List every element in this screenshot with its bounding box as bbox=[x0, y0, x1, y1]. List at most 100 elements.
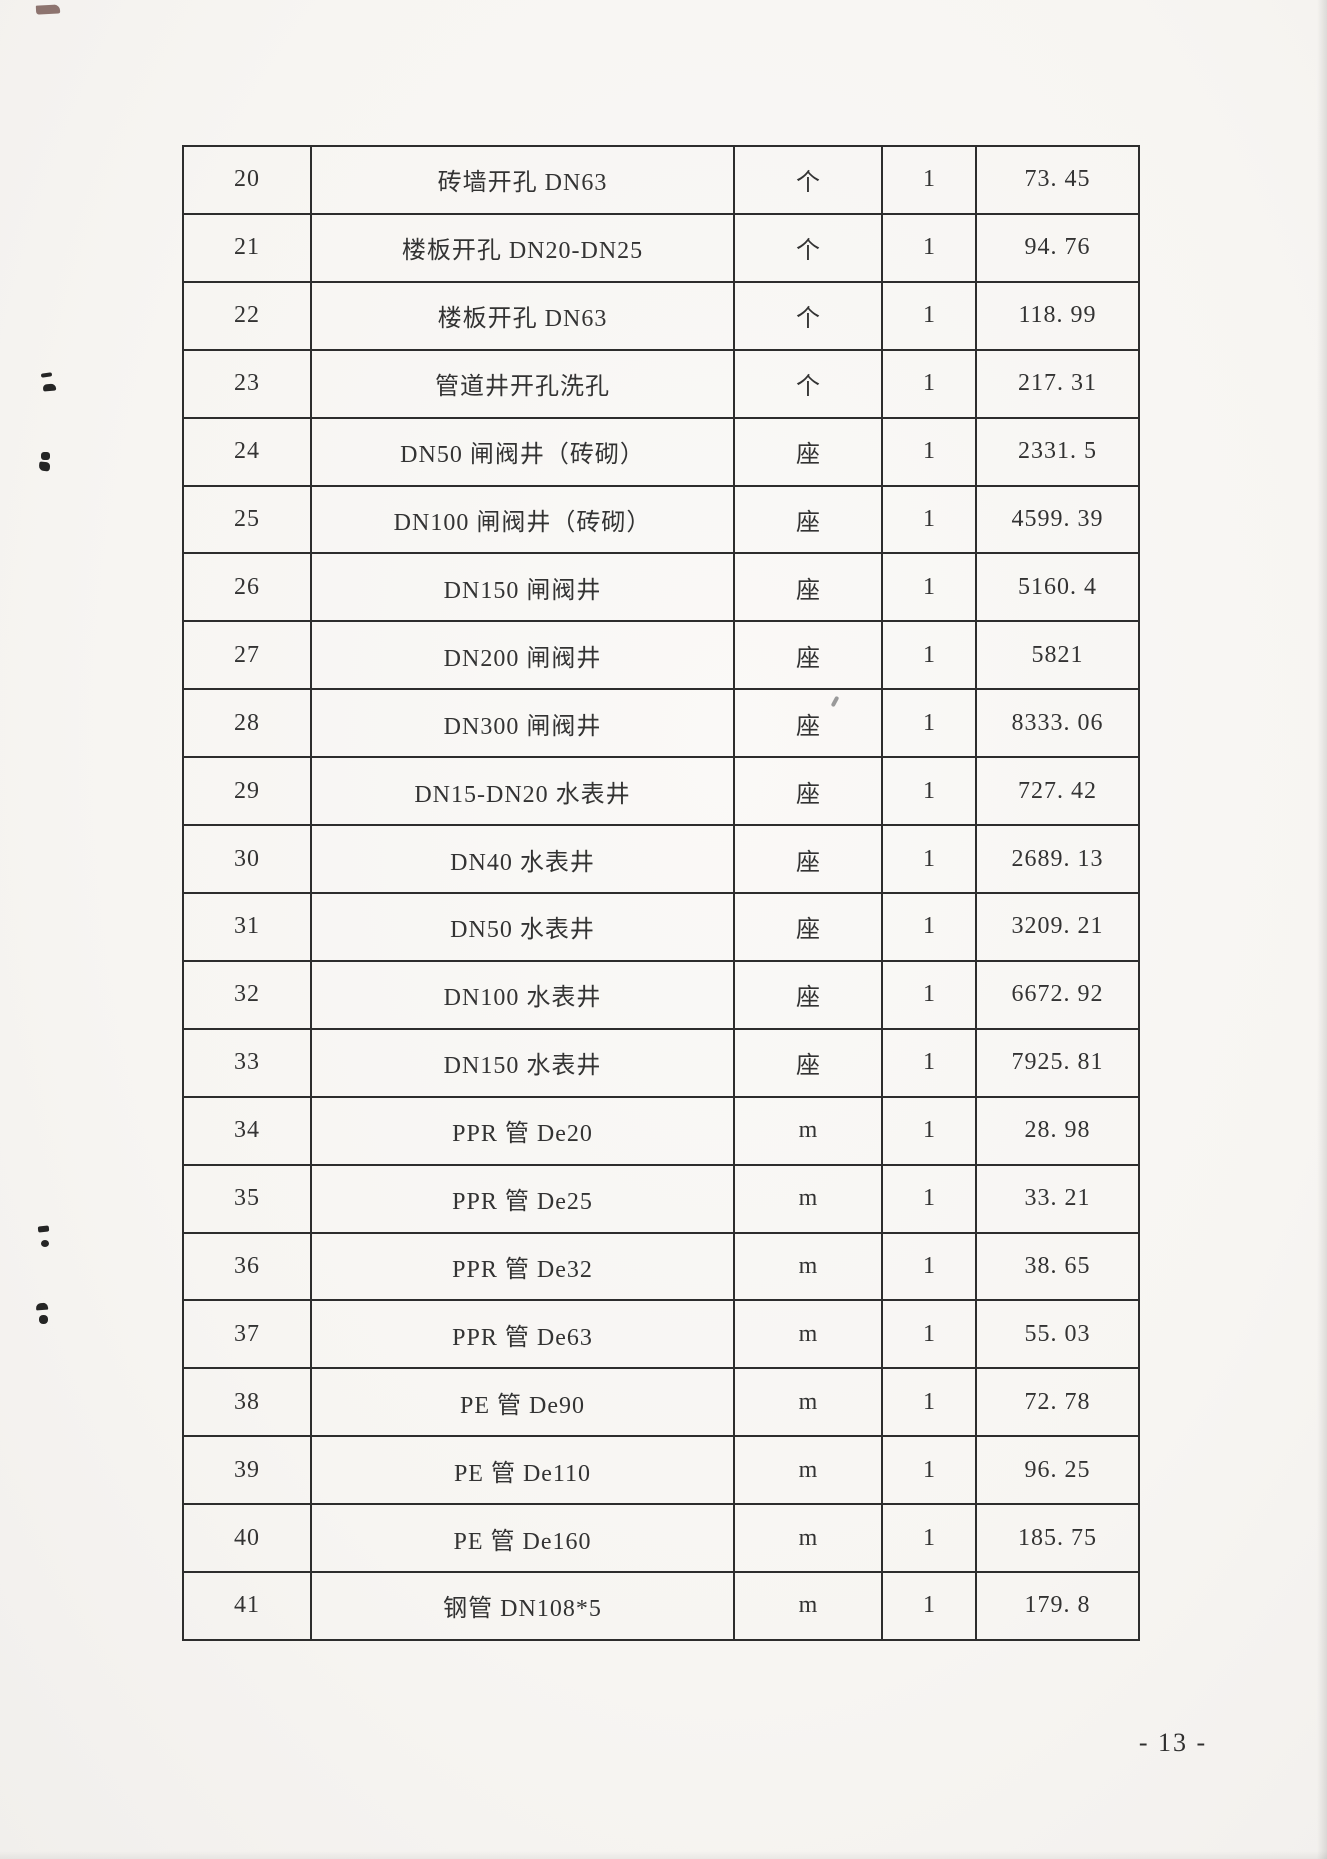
table-row: 26 DN150 闸阀井座 1 5160. 4 bbox=[184, 552, 1138, 621]
unit-cell: 座 bbox=[733, 554, 881, 621]
row-number-cell: 36 bbox=[234, 1252, 260, 1279]
unit-cell: m bbox=[733, 1233, 881, 1300]
unit-cell: 座 bbox=[733, 418, 881, 485]
scan-ink-mark bbox=[35, 1302, 49, 1311]
quantity-cell: 1 bbox=[881, 1233, 975, 1300]
item-name-cell: PPR 管 De20 bbox=[310, 1097, 733, 1164]
row-number-cell: 41 bbox=[234, 1592, 260, 1619]
row-number-cell: 24 bbox=[234, 438, 260, 465]
quantity-cell: 1 bbox=[881, 1029, 975, 1096]
quantity-cell: 1 bbox=[881, 1505, 975, 1572]
unit-cell: 座 bbox=[733, 486, 881, 553]
item-name-cell: PE 管 De110 bbox=[310, 1437, 733, 1504]
price-cell: 217. 31 bbox=[975, 350, 1138, 417]
row-number-cell: 39 bbox=[234, 1456, 260, 1483]
unit-cell: m bbox=[733, 1505, 881, 1572]
price-cell: 2689. 13 bbox=[975, 826, 1138, 892]
quantity-cell: 1 bbox=[881, 350, 975, 417]
row-number-cell: 31 bbox=[234, 913, 260, 940]
quantity-cell: 1 bbox=[881, 1301, 975, 1368]
item-name-cell: 楼板开孔 DN63 bbox=[310, 282, 733, 349]
quantity-cell: 1 bbox=[881, 147, 975, 213]
scan-ink-mark bbox=[35, 4, 61, 15]
row-number-cell: 34 bbox=[234, 1117, 260, 1144]
item-name-cell: DN150 水表井 bbox=[310, 1029, 733, 1096]
unit-cell: m bbox=[733, 1573, 881, 1639]
price-cell: 96. 25 bbox=[975, 1437, 1138, 1504]
quantity-cell: 1 bbox=[881, 961, 975, 1028]
item-name-cell: 钢管 DN108*5 bbox=[310, 1573, 733, 1639]
row-number-cell: 40 bbox=[234, 1524, 260, 1551]
item-name-cell: 砖墙开孔 DN63 bbox=[310, 147, 733, 213]
price-list-table: 20 砖墙开孔 DN63 个 1 73. 45 21 楼板开孔 DN20-DN25 个 1 94… bbox=[182, 145, 1140, 1641]
item-name-cell: DN40 水表井 bbox=[310, 826, 733, 892]
unit-cell: 座 bbox=[733, 622, 881, 689]
table-row: 36 PPR 管 De32 m 1 38. 65 bbox=[184, 1231, 1138, 1300]
item-name-cell: PPR 管 De25 bbox=[310, 1165, 733, 1232]
scan-edge-shadow-right bbox=[1317, 0, 1327, 1859]
table-row: 31 DN50 水表井座 1 3209. 21 bbox=[184, 891, 1138, 960]
scan-ink-mark bbox=[40, 372, 53, 378]
price-cell: 7925. 81 bbox=[975, 1029, 1138, 1096]
row-number-cell: 33 bbox=[234, 1049, 260, 1076]
quantity-cell: 1 bbox=[881, 554, 975, 621]
table-row: 34 PPR 管 De20 m 1 28. 98 bbox=[184, 1095, 1138, 1164]
scan-edge-shadow-bottom bbox=[0, 1851, 1327, 1859]
unit-cell: 个 bbox=[733, 214, 881, 281]
item-name-cell: DN100 水表井 bbox=[310, 961, 733, 1028]
table-row: 37 PPR 管 De63 m 1 55. 03 bbox=[184, 1299, 1138, 1368]
row-number-cell: 38 bbox=[234, 1388, 260, 1415]
scan-ink-mark bbox=[42, 383, 57, 392]
item-name-cell: DN15-DN20 水表井 bbox=[310, 758, 733, 825]
price-cell: 118. 99 bbox=[975, 282, 1138, 349]
price-cell: 185. 75 bbox=[975, 1505, 1138, 1572]
unit-cell: m bbox=[733, 1165, 881, 1232]
row-number-cell: 25 bbox=[234, 505, 260, 532]
quantity-cell: 1 bbox=[881, 1573, 975, 1639]
item-name-cell: 楼板开孔 DN20-DN25 bbox=[310, 214, 733, 281]
table-row: 28 DN300 闸阀井座 1 8333. 06 bbox=[184, 688, 1138, 757]
price-cell: 38. 65 bbox=[975, 1233, 1138, 1300]
row-number-cell: 26 bbox=[234, 573, 260, 600]
quantity-cell: 1 bbox=[881, 690, 975, 757]
table-row: 27 DN200 闸阀井座 1 5821 bbox=[184, 620, 1138, 689]
item-name-cell: PPR 管 De63 bbox=[310, 1301, 733, 1368]
item-name-cell: DN150 闸阀井 bbox=[310, 554, 733, 621]
table-row: 21 楼板开孔 DN20-DN25 个 1 94. 76 bbox=[184, 212, 1138, 281]
price-cell: 5821 bbox=[975, 622, 1138, 689]
price-cell: 6672. 92 bbox=[975, 961, 1138, 1028]
item-name-cell: PPR 管 De32 bbox=[310, 1233, 733, 1300]
unit-cell: 个 bbox=[733, 350, 881, 417]
unit-cell: 个 bbox=[733, 147, 881, 213]
row-number-cell: 30 bbox=[234, 845, 260, 872]
row-number-cell: 21 bbox=[234, 234, 260, 261]
table-row: 23 管道井开孔洗孔个 1 217. 31 bbox=[184, 348, 1138, 417]
price-cell: 3209. 21 bbox=[975, 893, 1138, 960]
item-name-cell: DN200 闸阀井 bbox=[310, 622, 733, 689]
unit-cell: 座 bbox=[733, 758, 881, 825]
unit-cell: 座 bbox=[733, 893, 881, 960]
quantity-cell: 1 bbox=[881, 622, 975, 689]
quantity-cell: 1 bbox=[881, 418, 975, 485]
item-name-cell: DN100 闸阀井（砖砌） bbox=[310, 486, 733, 553]
quantity-cell: 1 bbox=[881, 486, 975, 553]
row-number-cell: 23 bbox=[234, 370, 260, 397]
price-cell: 5160. 4 bbox=[975, 554, 1138, 621]
page-number: - 13 - bbox=[1138, 1728, 1208, 1757]
scan-ink-mark bbox=[37, 1225, 50, 1233]
price-cell: 94. 76 bbox=[975, 214, 1138, 281]
item-name-cell: PE 管 De160 bbox=[310, 1505, 733, 1572]
quantity-cell: 1 bbox=[881, 1437, 975, 1504]
quantity-cell: 1 bbox=[881, 1097, 975, 1164]
unit-cell: 座 bbox=[733, 1029, 881, 1096]
row-number-cell: 20 bbox=[234, 166, 260, 193]
row-number-cell: 32 bbox=[234, 981, 260, 1008]
row-number-cell: 35 bbox=[234, 1185, 260, 1212]
row-number-cell: 22 bbox=[234, 302, 260, 329]
price-cell: 72. 78 bbox=[975, 1369, 1138, 1436]
table-row: 30 DN40 水表井座 1 2689. 13 bbox=[184, 824, 1138, 892]
item-name-cell: DN300 闸阀井 bbox=[310, 690, 733, 757]
unit-cell: 座 bbox=[733, 690, 881, 757]
quantity-cell: 1 bbox=[881, 826, 975, 892]
quantity-cell: 1 bbox=[881, 1369, 975, 1436]
